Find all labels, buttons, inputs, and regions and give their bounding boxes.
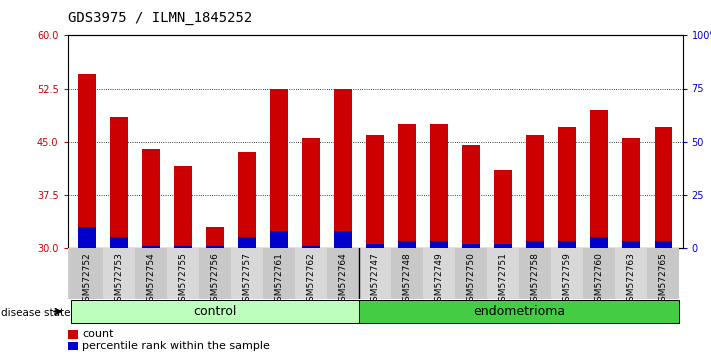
Bar [455,248,487,299]
Bar [167,248,199,299]
Bar [551,248,583,299]
Text: GSM572759: GSM572759 [562,252,572,307]
Bar [142,246,160,248]
Bar [135,248,167,299]
Text: endometrioma: endometrioma [473,304,565,318]
Bar [366,244,384,248]
Bar [494,244,512,248]
Text: GSM572761: GSM572761 [274,252,284,307]
Bar [327,248,359,299]
Bar [359,300,679,323]
Bar [238,237,256,248]
Bar [78,74,95,248]
Text: count: count [82,329,114,339]
Bar [655,241,672,248]
Bar [423,248,455,299]
Bar [142,149,160,248]
Text: percentile rank within the sample: percentile rank within the sample [82,341,270,351]
Text: GSM572751: GSM572751 [498,252,508,307]
Bar [206,246,224,248]
Bar [302,138,320,248]
Bar [430,241,448,248]
Text: GSM572765: GSM572765 [659,252,668,307]
Bar [174,166,192,248]
Bar [462,145,480,248]
Bar [519,248,551,299]
Bar [623,138,640,248]
Text: GSM572763: GSM572763 [627,252,636,307]
Bar [238,152,256,248]
Bar [359,248,391,299]
Text: GSM572760: GSM572760 [595,252,604,307]
Bar [110,117,127,248]
Bar [590,110,608,248]
Bar [526,135,544,248]
Text: disease state: disease state [1,308,71,318]
Text: GSM572756: GSM572756 [210,252,220,307]
Bar [110,237,127,248]
Bar [526,241,544,248]
Bar [295,248,327,299]
Bar [398,124,416,248]
Bar [263,248,295,299]
Bar [231,248,263,299]
Bar [623,241,640,248]
Bar [615,248,647,299]
Bar [487,248,519,299]
Text: GSM572753: GSM572753 [114,252,123,307]
Bar [655,127,672,248]
Bar [270,88,288,248]
Text: GSM572748: GSM572748 [402,252,412,307]
Text: GSM572755: GSM572755 [178,252,188,307]
Text: control: control [193,304,237,318]
Bar [647,248,679,299]
Bar [71,300,359,323]
Text: GSM572762: GSM572762 [306,252,316,307]
Bar [583,248,615,299]
Text: GSM572752: GSM572752 [82,252,91,307]
Bar [68,330,78,338]
Text: GSM572758: GSM572758 [530,252,540,307]
Text: GSM572747: GSM572747 [370,252,380,307]
Text: GSM572750: GSM572750 [466,252,476,307]
Bar [366,135,384,248]
Bar [334,231,352,248]
Text: GSM572757: GSM572757 [242,252,252,307]
Bar [494,170,512,248]
Bar [103,248,135,299]
Bar [558,241,576,248]
Text: GSM572764: GSM572764 [338,252,348,307]
Bar [558,127,576,248]
Bar [398,241,416,248]
Bar [206,227,224,248]
Bar [270,231,288,248]
Bar [391,248,423,299]
Text: GSM572749: GSM572749 [434,252,444,307]
Bar [78,227,95,248]
Bar [71,248,103,299]
Bar [430,124,448,248]
Bar [199,248,231,299]
Bar [462,244,480,248]
Text: GDS3975 / ILMN_1845252: GDS3975 / ILMN_1845252 [68,11,252,25]
Bar [68,342,78,350]
Bar [590,237,608,248]
Bar [174,246,192,248]
Text: GSM572754: GSM572754 [146,252,155,307]
Bar [302,246,320,248]
Bar [334,88,352,248]
